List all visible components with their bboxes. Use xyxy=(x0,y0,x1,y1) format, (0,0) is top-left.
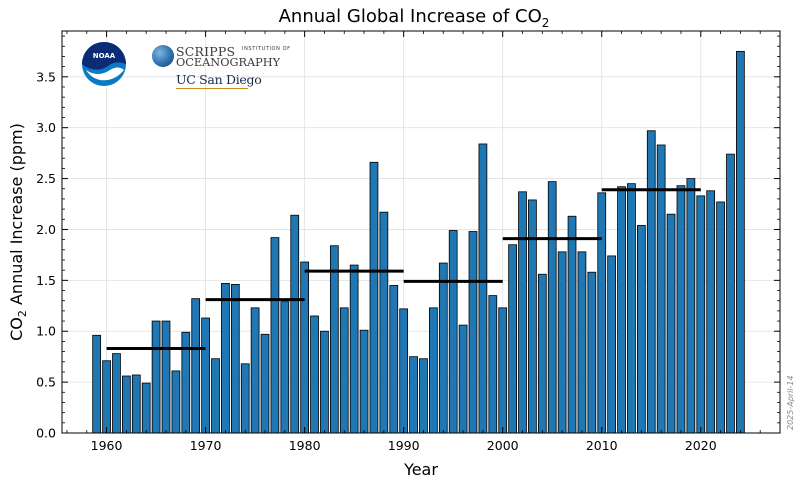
bar-1984 xyxy=(339,307,349,434)
bar-2023 xyxy=(726,153,735,434)
y-tick-label: 0.0 xyxy=(36,426,56,441)
bar-2015 xyxy=(646,130,656,434)
ucsd-underline xyxy=(176,88,248,89)
x-axis-label: Year xyxy=(403,460,438,479)
scripps-institution: INSTITUTION OF xyxy=(242,46,291,52)
bar-1989 xyxy=(389,285,399,434)
bar-1981 xyxy=(310,315,319,434)
bar-2011 xyxy=(607,255,617,434)
bar-1996 xyxy=(458,324,468,434)
bar-1974 xyxy=(240,363,250,434)
bar-2002 xyxy=(518,191,527,434)
bar-1986 xyxy=(359,329,369,434)
bar-1963 xyxy=(131,374,141,434)
bar-2014 xyxy=(636,224,646,434)
bar-1997 xyxy=(468,231,478,434)
bar-1975 xyxy=(250,307,260,434)
bar-1982 xyxy=(320,330,329,434)
date-stamp: 2025-April-14 xyxy=(786,375,795,430)
ticks xyxy=(62,31,780,434)
scripps-name: SCRIPPS xyxy=(176,44,236,59)
bar-2020 xyxy=(696,195,706,434)
bar-2021 xyxy=(706,190,716,434)
bar-1991 xyxy=(409,356,418,434)
bar-1999 xyxy=(488,295,498,434)
bar-2000 xyxy=(498,307,508,434)
x-tick-label: 2000 xyxy=(487,438,519,453)
bar-2019 xyxy=(686,178,696,434)
y-tick-label: 2.5 xyxy=(36,171,56,186)
tick-labels: 1960 1970 1980 1990 2000 2010 2020 0.0 0.5 1.0 1.5… xyxy=(36,69,717,453)
bar-1993 xyxy=(429,307,438,434)
bar-1967 xyxy=(171,370,181,434)
bar-2001 xyxy=(508,244,517,434)
bar-1970 xyxy=(201,317,210,434)
bar-1976 xyxy=(260,333,270,434)
y-tick-label: 0.5 xyxy=(36,375,56,390)
bar-1998 xyxy=(478,143,488,434)
x-tick-label: 1970 xyxy=(190,438,222,453)
bar-2013 xyxy=(627,183,636,434)
bar-1987 xyxy=(369,161,379,434)
bar-1983 xyxy=(329,245,339,434)
noaa-logo-text: NOAA xyxy=(93,52,116,60)
bar-1973 xyxy=(230,284,240,434)
bar-2009 xyxy=(587,271,597,434)
bar-1988 xyxy=(379,211,389,434)
bar-1995 xyxy=(448,230,458,434)
bar-2005 xyxy=(547,181,557,434)
bar-2022 xyxy=(716,201,725,434)
scripps-oceanography: OCEANOGRAPHY xyxy=(176,56,281,69)
ucsd-logo-text: UC San Diego xyxy=(176,72,262,87)
bar-1965 xyxy=(151,320,161,434)
bar-1961 xyxy=(112,353,121,434)
chart-title: Annual Global Increase of CO2 xyxy=(279,6,550,30)
bar-2012 xyxy=(617,186,626,434)
bar-1972 xyxy=(221,282,230,434)
bar-2008 xyxy=(577,251,587,434)
scripps-ucsd-logo: SCRIPPS INSTITUTION OF OCEANOGRAPHY UC S… xyxy=(152,44,290,90)
noaa-logo: NOAA xyxy=(82,42,126,86)
y-tick-label: 3.5 xyxy=(36,69,56,84)
bar-1985 xyxy=(349,264,359,434)
bar-1979 xyxy=(290,214,300,434)
bar-2016 xyxy=(656,144,666,434)
x-tick-label: 1960 xyxy=(91,438,123,453)
bar-1959 xyxy=(92,334,102,434)
bar-1994 xyxy=(438,262,448,434)
bar-1969 xyxy=(191,298,201,434)
y-tick-label: 1.0 xyxy=(36,324,56,339)
y-tick-label: 2.0 xyxy=(36,222,56,237)
y-tick-label: 1.5 xyxy=(36,273,56,288)
x-tick-label: 2020 xyxy=(685,438,717,453)
bar-1990 xyxy=(399,308,409,434)
bar-2010 xyxy=(597,192,607,434)
decade-averages xyxy=(106,188,701,351)
x-tick-label: 2010 xyxy=(586,438,618,453)
y-tick-label: 3.0 xyxy=(36,120,56,135)
bar-1977 xyxy=(270,237,280,434)
bar-1992 xyxy=(419,358,428,434)
bar-2017 xyxy=(666,213,676,434)
bar-1966 xyxy=(161,320,171,434)
bar-1960 xyxy=(102,360,111,434)
bar-2003 xyxy=(528,199,537,434)
bar-2024 xyxy=(736,50,745,434)
bar-1964 xyxy=(141,382,151,434)
plot-frame xyxy=(61,30,781,434)
x-tick-label: 1980 xyxy=(289,438,321,453)
x-tick-label: 1990 xyxy=(388,438,420,453)
bar-1978 xyxy=(280,301,290,434)
bar-1971 xyxy=(211,358,220,434)
bar-2004 xyxy=(537,273,547,434)
bar-2006 xyxy=(557,251,567,434)
y-axis-label: CO2 Annual Increase (ppm) xyxy=(7,123,29,341)
bar-1962 xyxy=(122,375,131,434)
scripps-globe-icon xyxy=(152,45,174,67)
bars xyxy=(92,50,745,434)
bar-2018 xyxy=(676,185,686,434)
bar-1980 xyxy=(300,261,309,434)
bar-2007 xyxy=(567,215,577,434)
